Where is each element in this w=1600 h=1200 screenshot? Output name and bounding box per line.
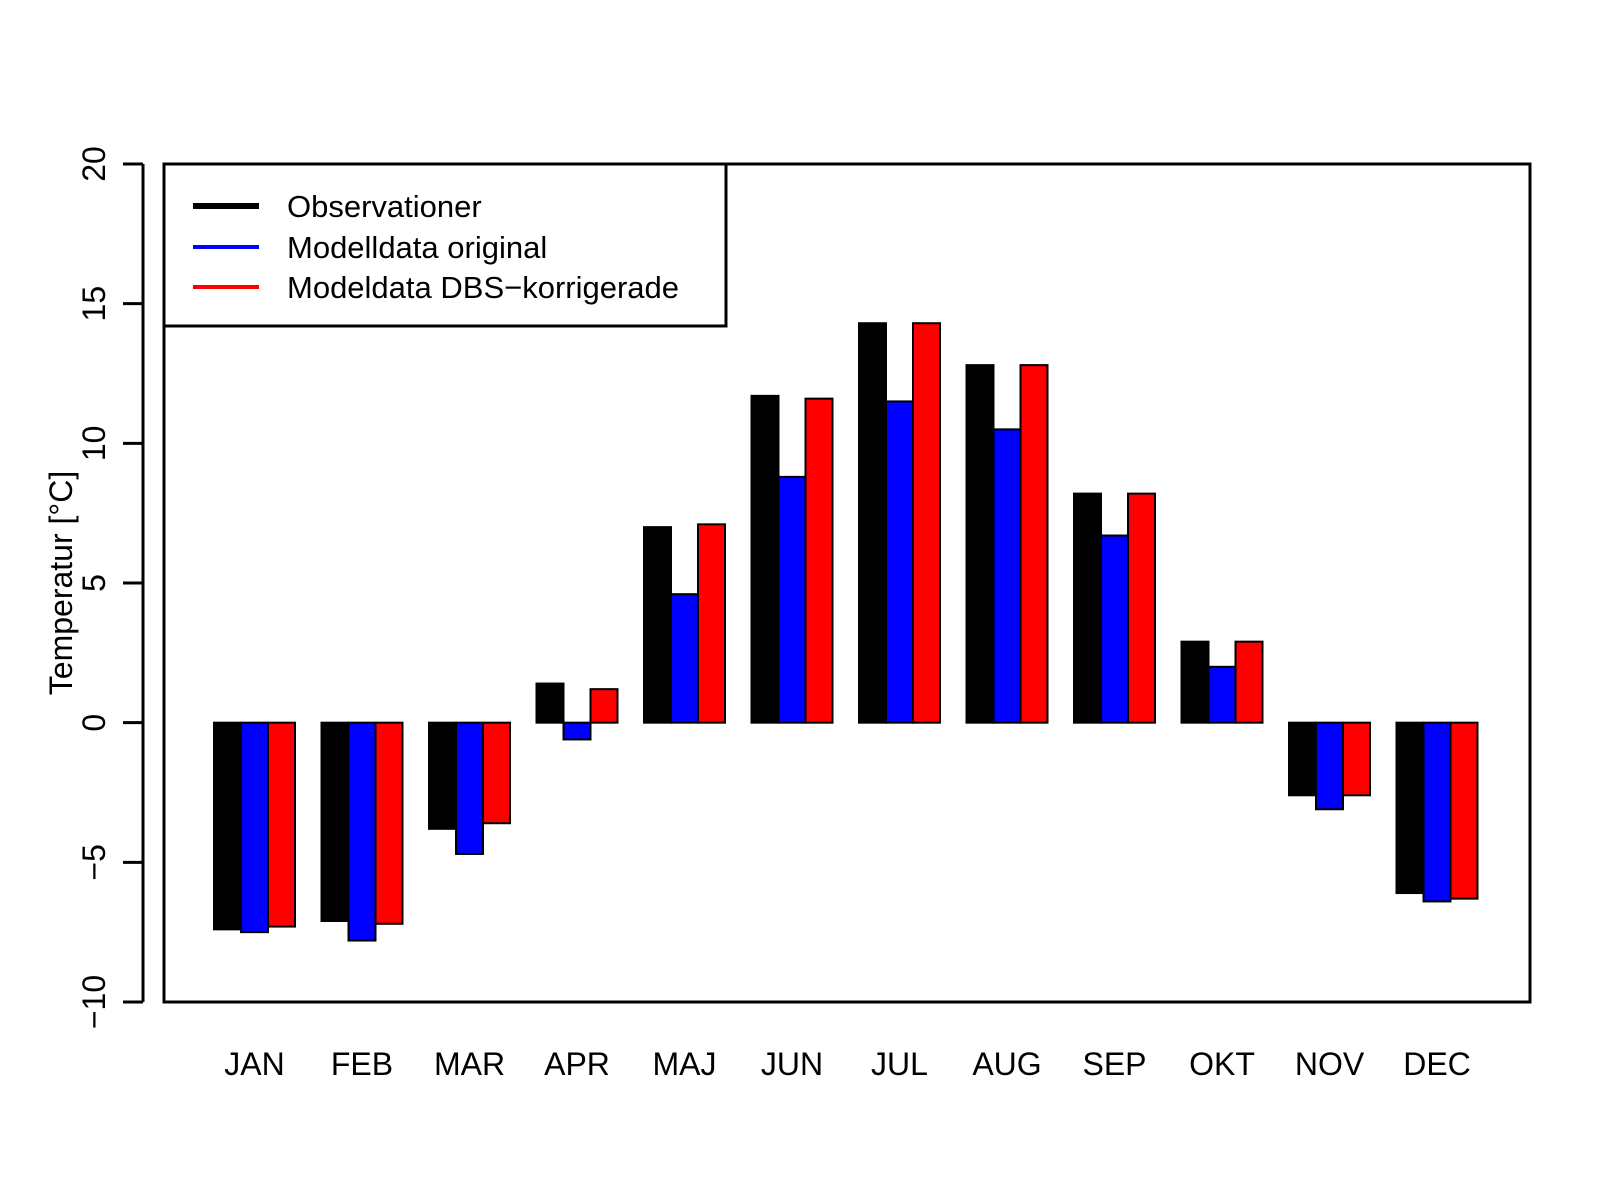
- legend-label-series-0: Observationer: [287, 189, 482, 224]
- bar-nov-series-0: [1288, 721, 1317, 797]
- y-tick-label: 10: [76, 426, 112, 462]
- y-tick-label: 5: [76, 574, 112, 592]
- x-tick-label-feb: FEB: [331, 1046, 393, 1082]
- legend-label-series-2: Modeldata DBS−korrigerade: [287, 270, 679, 305]
- x-labels-layer: JAN FEB MAR APR MAJ JUN JUL AUG SEP OKT NOV DEC: [224, 1046, 1471, 1082]
- y-ticks-layer: −10 −5 0 5 10 15 20: [76, 146, 143, 1029]
- x-tick-label-maj: MAJ: [653, 1046, 717, 1082]
- y-tick-label: 0: [76, 714, 112, 732]
- bar-mar-series-2: [482, 721, 511, 825]
- bar-jul-series-2: [912, 322, 941, 724]
- bar-sep-series-0: [1073, 492, 1102, 724]
- legend: Observationer Modelldata original Modeldat…: [162, 162, 728, 328]
- bar-okt-series-1: [1207, 665, 1237, 724]
- y-tick-label: −5: [76, 844, 112, 880]
- bar-jun-series-1: [777, 475, 807, 724]
- bar-jul-series-0: [858, 322, 887, 724]
- bar-aug-series-1: [992, 428, 1022, 724]
- bar-apr-series-0: [535, 682, 565, 724]
- bar-jul-series-1: [885, 400, 914, 724]
- bar-mar-series-1: [455, 721, 484, 855]
- bar-jan-series-1: [240, 721, 269, 934]
- bar-feb-series-1: [347, 721, 377, 942]
- bar-aug-series-2: [1019, 364, 1049, 724]
- bar-jan-series-0: [213, 721, 242, 931]
- x-tick-label-aug: AUG: [972, 1046, 1041, 1082]
- plot-frame: [162, 162, 1532, 1004]
- bar-sep-series-1: [1100, 534, 1129, 724]
- bar-jan-series-2: [267, 721, 296, 928]
- bar-maj-series-2: [697, 523, 726, 724]
- bar-nov-series-1: [1315, 721, 1344, 811]
- y-tick-label: 15: [76, 286, 112, 322]
- bar-jun-series-2: [804, 397, 834, 724]
- bar-apr-series-1: [562, 721, 592, 741]
- bar-okt-series-0: [1180, 640, 1210, 724]
- bar-dec-series-2: [1449, 721, 1479, 900]
- bar-maj-series-0: [643, 526, 672, 724]
- legend-items: Observationer Modelldata original Modeldat…: [193, 189, 679, 305]
- bar-dec-series-1: [1422, 721, 1452, 903]
- x-tick-label-jan: JAN: [224, 1046, 284, 1082]
- x-tick-label-apr: APR: [544, 1046, 610, 1082]
- bar-apr-series-2: [589, 688, 619, 724]
- y-tick-label: −10: [76, 975, 112, 1029]
- bar-feb-series-2: [374, 721, 404, 925]
- x-tick-label-okt: OKT: [1189, 1046, 1255, 1082]
- legend-label-series-1: Modelldata original: [287, 230, 547, 265]
- bars-layer: [213, 322, 1479, 942]
- x-tick-label-jul: JUL: [871, 1046, 928, 1082]
- bar-jun-series-0: [750, 394, 780, 724]
- bar-mar-series-0: [428, 721, 457, 830]
- x-tick-label-jun: JUN: [761, 1046, 823, 1082]
- bar-dec-series-0: [1395, 721, 1425, 895]
- x-tick-label-nov: NOV: [1295, 1046, 1365, 1082]
- y-tick-label: 20: [76, 146, 112, 182]
- x-tick-label-dec: DEC: [1403, 1046, 1471, 1082]
- x-tick-label-sep: SEP: [1082, 1046, 1146, 1082]
- bar-aug-series-0: [965, 364, 995, 724]
- bar-nov-series-2: [1342, 721, 1371, 797]
- x-tick-label-mar: MAR: [434, 1046, 505, 1082]
- bar-okt-series-2: [1234, 640, 1264, 724]
- bar-feb-series-0: [320, 721, 350, 922]
- bar-maj-series-1: [670, 593, 699, 724]
- y-axis-label: Temperatur [°C]: [43, 471, 79, 695]
- bar-sep-series-2: [1127, 492, 1156, 724]
